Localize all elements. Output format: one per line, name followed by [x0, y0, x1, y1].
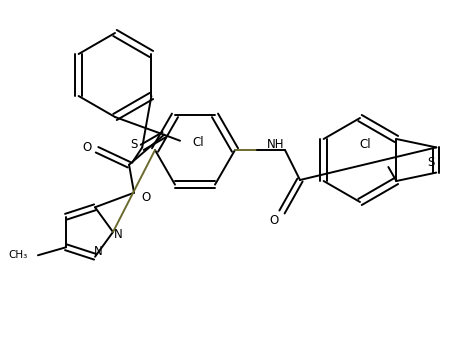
Text: S: S [428, 156, 435, 169]
Text: NH: NH [267, 139, 284, 152]
Text: Cl: Cl [192, 136, 204, 149]
Text: S: S [130, 138, 138, 151]
Text: N: N [113, 229, 122, 241]
Text: O: O [82, 141, 92, 154]
Text: Cl: Cl [360, 138, 371, 150]
Text: N: N [94, 245, 103, 258]
Text: O: O [141, 191, 151, 204]
Text: O: O [270, 214, 279, 226]
Text: CH₃: CH₃ [9, 250, 28, 260]
